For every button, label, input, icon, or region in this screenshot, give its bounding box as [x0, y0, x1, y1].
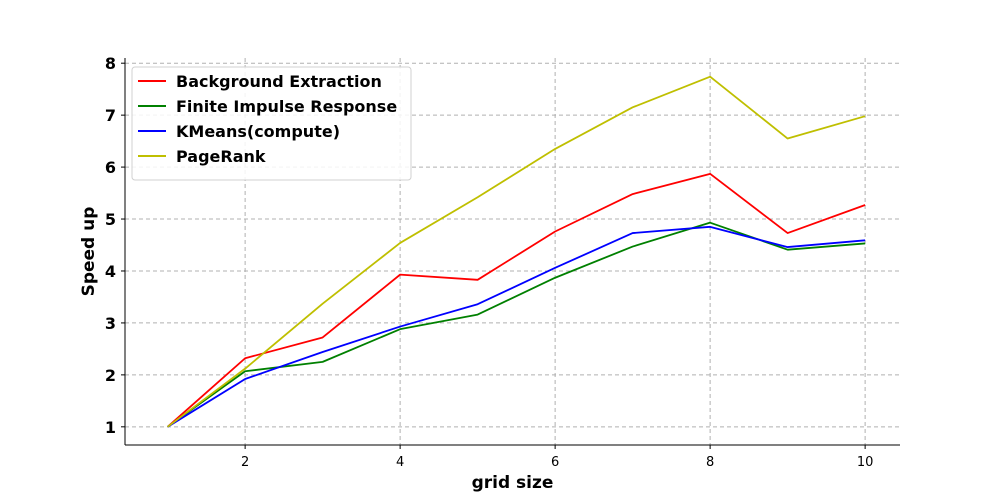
legend: Background Extraction Finite Impulse Resp…: [131, 66, 412, 181]
y-tick-label: 6: [105, 158, 116, 177]
series-line-1: [167, 172, 866, 428]
series-line-2: [167, 221, 866, 428]
legend-label: KMeans(compute): [176, 122, 340, 141]
x-tick-label: 4: [396, 455, 404, 470]
x-tick-label: 6: [551, 455, 559, 470]
y-tick-label: 2: [105, 366, 116, 385]
legend-label: PageRank: [176, 147, 266, 166]
x-axis-title: grid size: [472, 473, 554, 493]
series-layer: [167, 75, 866, 428]
legend-label: Background Extraction: [176, 72, 382, 91]
series-line-4: [167, 75, 866, 428]
y-axis-title: Speed up: [79, 207, 99, 297]
series-line-3: [167, 225, 866, 428]
y-tick-label: 7: [105, 106, 116, 125]
y-tick-label: 1: [105, 418, 116, 437]
legend-box: [131, 66, 412, 181]
x-tick-label: 2: [241, 455, 249, 470]
y-tick-label: 5: [105, 210, 116, 229]
legend-label: Finite Impulse Response: [176, 97, 397, 116]
x-tick-label: 10: [857, 455, 874, 470]
y-tick-label: 3: [105, 314, 116, 333]
x-tick-label: 8: [706, 455, 714, 470]
y-tick-label: 8: [105, 54, 116, 73]
y-tick-label: 4: [105, 262, 116, 281]
